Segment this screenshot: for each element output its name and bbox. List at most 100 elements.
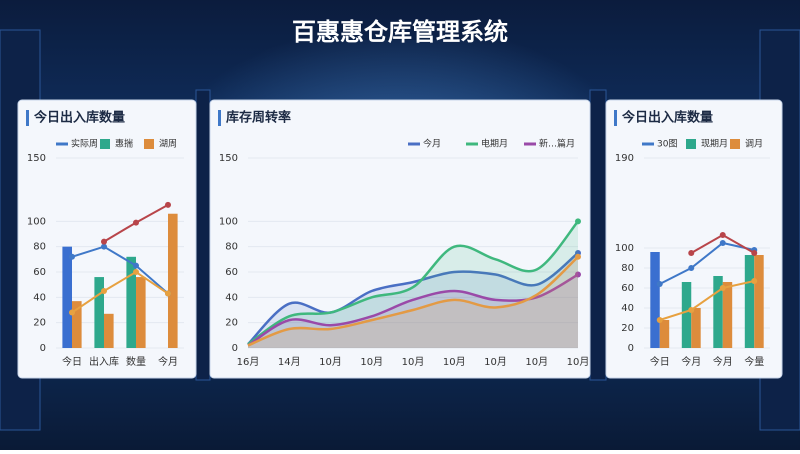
- bar: [681, 282, 692, 348]
- y-tick-label: 150: [219, 153, 238, 164]
- bar: [136, 277, 146, 348]
- legend-label: 调月: [745, 139, 763, 150]
- y-tick-label: 0: [232, 343, 238, 354]
- point: [101, 288, 107, 294]
- x-tick-label: 10月: [402, 356, 425, 368]
- line: [659, 241, 755, 285]
- point: [688, 307, 695, 313]
- legend-swatch: [144, 139, 154, 149]
- legend-swatch: [730, 139, 740, 149]
- y-tick-label: 40: [33, 292, 46, 303]
- y-tick-label: 60: [225, 267, 238, 278]
- bar: [722, 282, 733, 348]
- end-marker: [575, 271, 581, 278]
- bar: [72, 301, 82, 348]
- y-tick-label: 40: [225, 292, 238, 303]
- bar: [650, 252, 660, 348]
- chart-title: 今日出入库数量: [33, 110, 125, 126]
- point: [656, 281, 663, 287]
- point: [719, 285, 726, 291]
- point: [751, 250, 758, 256]
- y-tick-label: 100: [27, 216, 46, 227]
- bar: [94, 277, 104, 348]
- y-tick-label: 20: [33, 318, 46, 329]
- point: [688, 265, 695, 271]
- x-tick-label: 今月: [713, 355, 733, 368]
- y-tick-label: 20: [225, 318, 238, 329]
- bar: [659, 320, 670, 348]
- point: [719, 232, 726, 238]
- x-tick-label: 14月: [278, 356, 301, 368]
- x-tick-label: 10月: [319, 356, 342, 368]
- legend-label: 电期月: [481, 138, 508, 150]
- title-accent: [218, 110, 221, 126]
- bar: [713, 276, 723, 348]
- x-tick-label: 10月: [525, 356, 548, 368]
- legend-label: 惠揣: [115, 138, 133, 150]
- x-tick-label: 今日: [62, 355, 82, 368]
- point: [69, 253, 75, 260]
- x-tick-label: 数量: [126, 355, 146, 368]
- title-accent: [614, 110, 617, 126]
- legend-label: 现期月: [701, 139, 728, 150]
- x-tick-label: 10月: [567, 356, 590, 368]
- x-tick-label: 10月: [360, 356, 383, 368]
- bar: [168, 213, 178, 348]
- legend-label: 新…篇月: [539, 138, 575, 150]
- x-tick-label: 出入库: [89, 355, 119, 368]
- legend-label: 实际周: [71, 138, 98, 150]
- bar: [104, 313, 114, 348]
- y-tick-label: 80: [225, 242, 238, 253]
- bar: [126, 256, 136, 348]
- page-title: 百惠惠仓库管理系统: [292, 18, 508, 46]
- line: [71, 245, 169, 295]
- point: [719, 240, 726, 246]
- point: [165, 201, 171, 208]
- point: [133, 262, 139, 269]
- x-tick-label: 10月: [443, 356, 466, 368]
- point: [69, 309, 75, 316]
- chart-panel: 库存周转率 0 20 40 60 80 100 150 16月 14月 10月 10月 10月 10月 10…: [209, 99, 591, 379]
- legend-swatch: [686, 139, 696, 149]
- title-accent: [26, 110, 29, 126]
- y-tick-label: 20: [621, 323, 634, 334]
- bar: [691, 308, 701, 348]
- point: [101, 243, 107, 250]
- line: [71, 270, 169, 314]
- end-marker: [575, 253, 581, 260]
- end-marker: [575, 218, 581, 225]
- y-tick-label: 0: [628, 343, 634, 354]
- point: [751, 278, 758, 284]
- point: [165, 290, 171, 297]
- area: [248, 221, 578, 348]
- x-tick-label: 10月: [484, 356, 507, 368]
- x-tick-label: 今月: [681, 355, 701, 368]
- point: [101, 238, 107, 245]
- area: [248, 256, 578, 348]
- line: [247, 255, 579, 347]
- y-tick-label: 80: [621, 263, 634, 274]
- line: [247, 220, 579, 346]
- y-tick-label: 100: [219, 216, 238, 227]
- chart-title: 库存周转率: [226, 110, 291, 126]
- legend-label: 30图: [657, 139, 677, 150]
- line: [247, 252, 579, 346]
- y-tick-label: 0: [40, 343, 46, 354]
- x-tick-label: 16月: [237, 356, 260, 368]
- bar: [62, 246, 72, 348]
- point: [133, 219, 139, 226]
- legend-swatch: [100, 139, 110, 149]
- x-tick-label: 今日: [650, 355, 670, 368]
- y-tick-label: 100: [615, 243, 634, 254]
- legend-label: 湖周: [159, 139, 177, 150]
- point: [133, 269, 139, 275]
- bar: [744, 255, 755, 348]
- x-tick-label: 今量: [744, 355, 764, 368]
- chart-panel: 今日出入库数量 0 20 40 60 80 100 150 今日 出入库 数量 今月 实际周 惠揣 湖周: [17, 99, 197, 379]
- y-tick-label: 60: [621, 283, 634, 294]
- point: [656, 317, 663, 323]
- y-tick-label: 190: [615, 153, 634, 164]
- point: [688, 250, 695, 256]
